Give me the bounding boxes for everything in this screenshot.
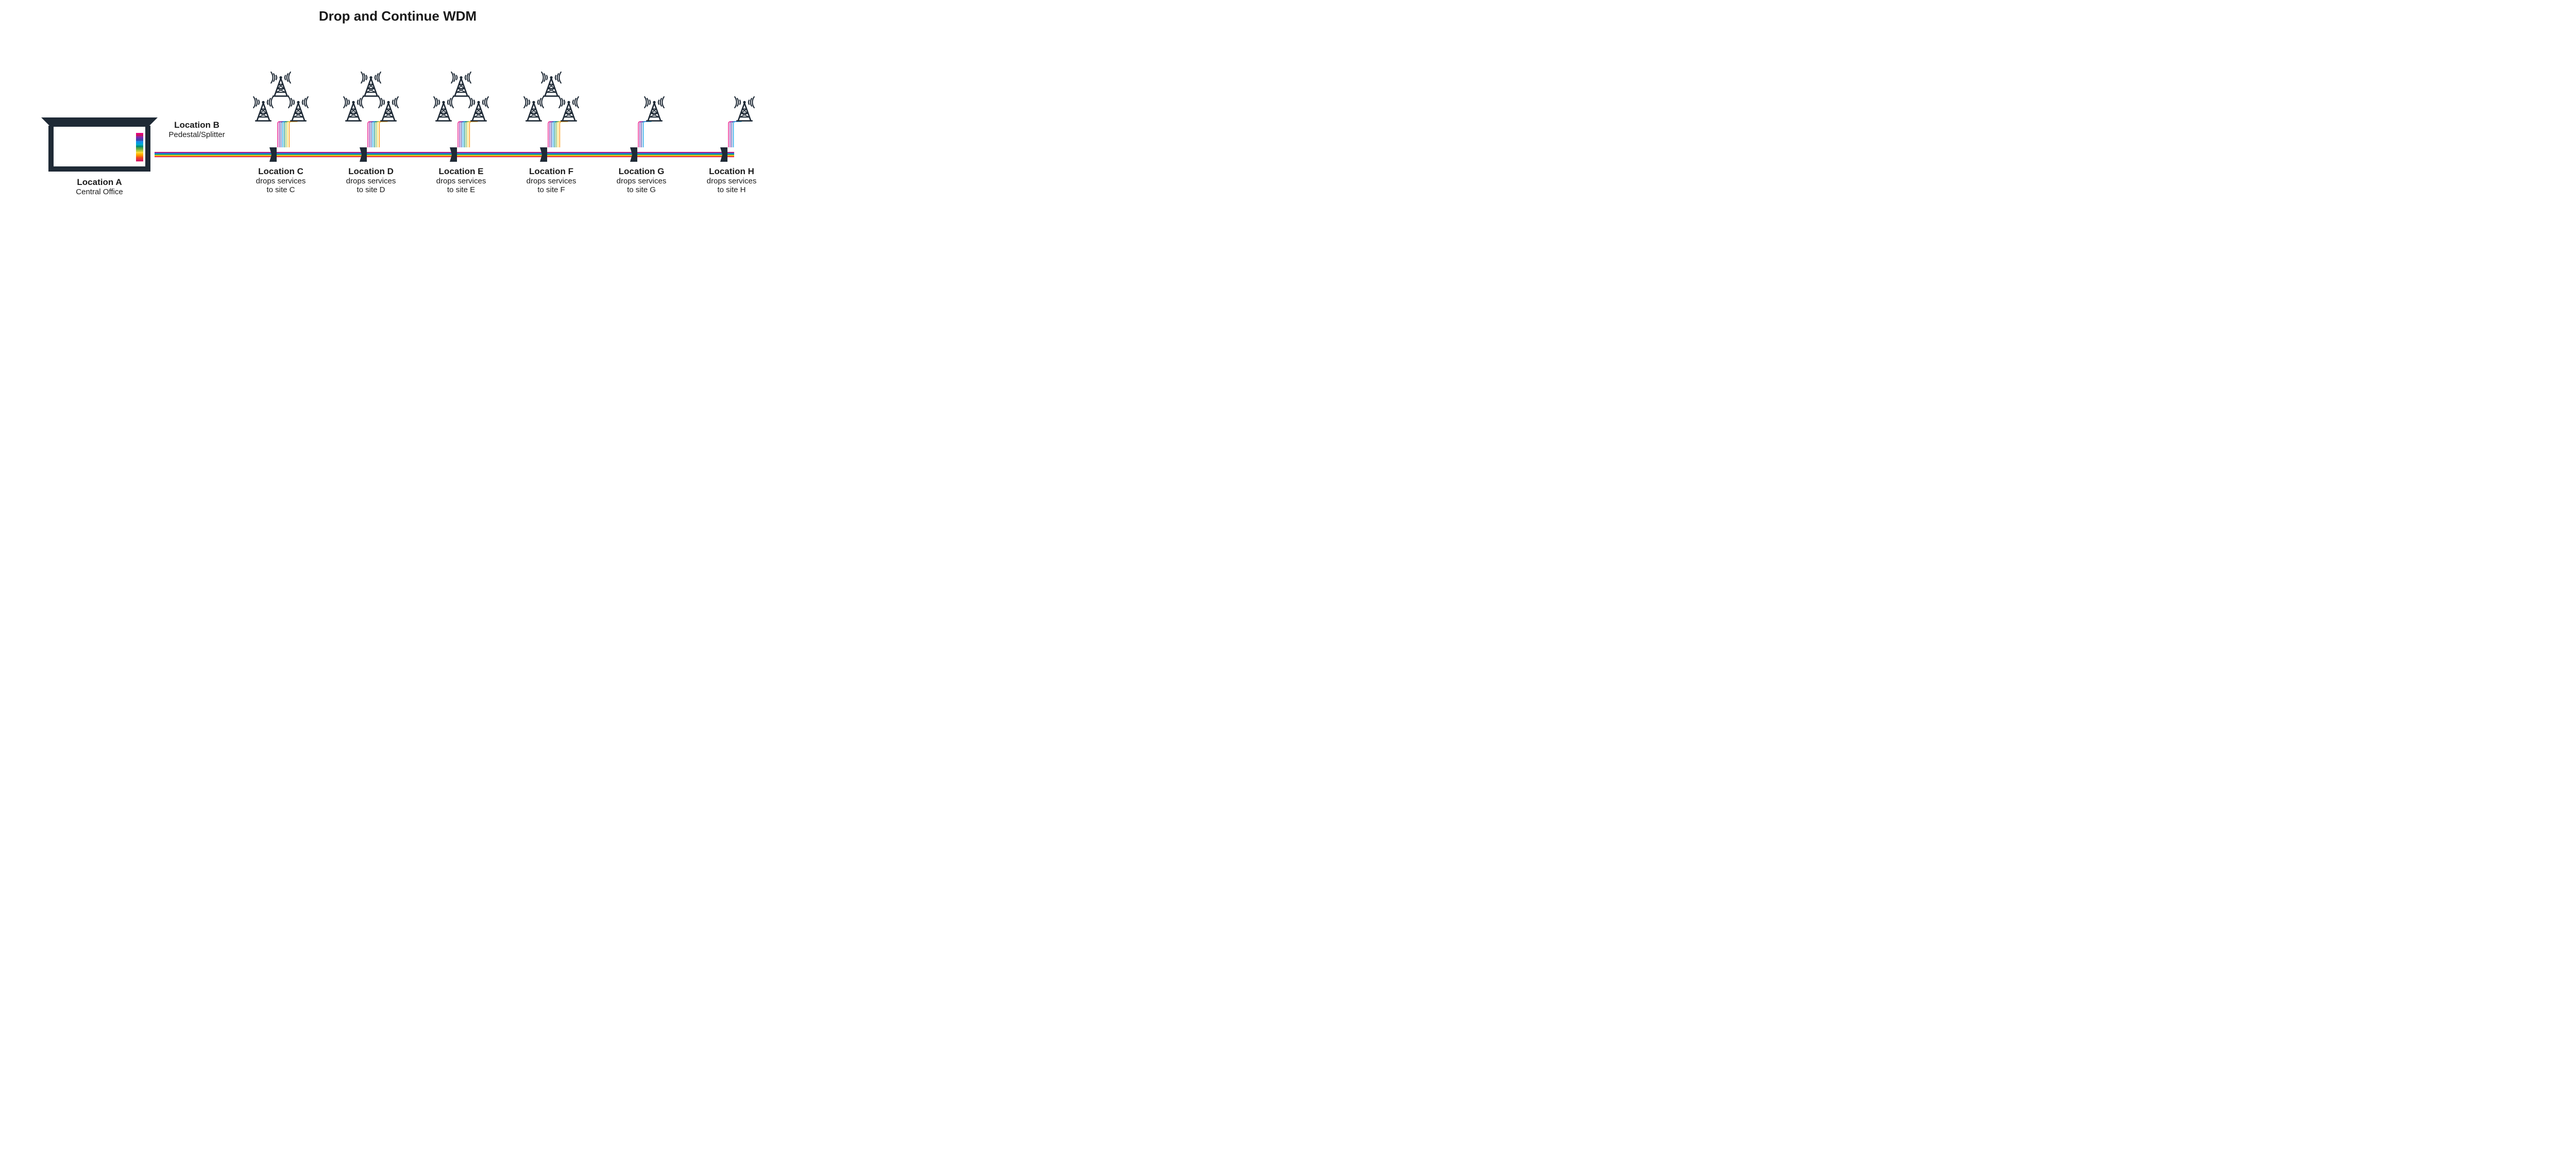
label-location-f: Location F xyxy=(529,166,573,176)
cell-tower-icon xyxy=(645,97,664,121)
sublabel1-location-h: drops services xyxy=(707,177,757,185)
cell-towers xyxy=(524,72,579,121)
cell-tower-icon xyxy=(344,97,363,121)
cell-tower-icon xyxy=(451,72,471,96)
drop-site-e xyxy=(434,72,488,162)
cell-towers xyxy=(645,97,664,121)
wdm-diagram: Drop and Continue WDM Location ACentral O… xyxy=(0,0,795,223)
sublabel1-location-d: drops services xyxy=(346,177,396,185)
drop-site-d xyxy=(344,72,398,162)
drop-fibers xyxy=(728,122,742,147)
sublabel2-location-c: to site C xyxy=(266,185,295,194)
central-office xyxy=(41,117,158,172)
diagram-title: Drop and Continue WDM xyxy=(319,8,477,24)
drop-fibers xyxy=(278,122,297,147)
sublabel1-location-f: drops services xyxy=(527,177,577,185)
cell-tower-icon xyxy=(469,97,488,121)
label-location-g: Location G xyxy=(619,166,665,176)
sublabel2-location-g: to site G xyxy=(627,185,656,194)
cell-tower-icon xyxy=(559,97,579,121)
label-location-e: Location E xyxy=(439,166,484,176)
cell-towers xyxy=(344,72,398,121)
cell-towers xyxy=(434,72,488,121)
label-location-b: Location B xyxy=(174,120,219,130)
label-location-h: Location H xyxy=(709,166,754,176)
cell-tower-icon xyxy=(271,72,291,96)
cell-tower-icon xyxy=(361,72,381,96)
sublabel2-location-e: to site E xyxy=(447,185,475,194)
cell-tower-icon xyxy=(379,97,398,121)
cell-towers xyxy=(253,72,308,121)
wdm-bus xyxy=(155,152,734,157)
label-location-a: Location A xyxy=(77,177,122,187)
drop-fibers xyxy=(548,122,568,147)
sublabel1-location-e: drops services xyxy=(436,177,486,185)
cell-tower-icon xyxy=(289,97,308,121)
sublabel-location-b: Pedestal/Splitter xyxy=(168,130,225,139)
drop-fibers xyxy=(458,122,478,147)
drop-fibers xyxy=(638,122,652,147)
cell-towers xyxy=(735,97,754,121)
label-location-d: Location D xyxy=(348,166,394,176)
cell-tower-icon xyxy=(253,97,273,121)
sublabel1-location-g: drops services xyxy=(617,177,667,185)
cell-tower-icon xyxy=(541,72,561,96)
sublabel2-location-f: to site F xyxy=(537,185,565,194)
cell-tower-icon xyxy=(434,97,453,121)
cell-tower-icon xyxy=(524,97,544,121)
label-location-c: Location C xyxy=(258,166,303,176)
drop-site-h xyxy=(720,97,754,162)
cell-tower-icon xyxy=(735,97,754,121)
drop-site-c xyxy=(253,72,308,162)
sublabel2-location-h: to site H xyxy=(717,185,745,194)
sublabel2-location-d: to site D xyxy=(357,185,385,194)
wdm-mux-icon xyxy=(136,133,143,161)
sublabel1-location-c: drops services xyxy=(256,177,306,185)
sublabel-location-a: Central Office xyxy=(76,188,123,196)
drop-site-f xyxy=(524,72,579,162)
drop-fibers xyxy=(368,122,387,147)
